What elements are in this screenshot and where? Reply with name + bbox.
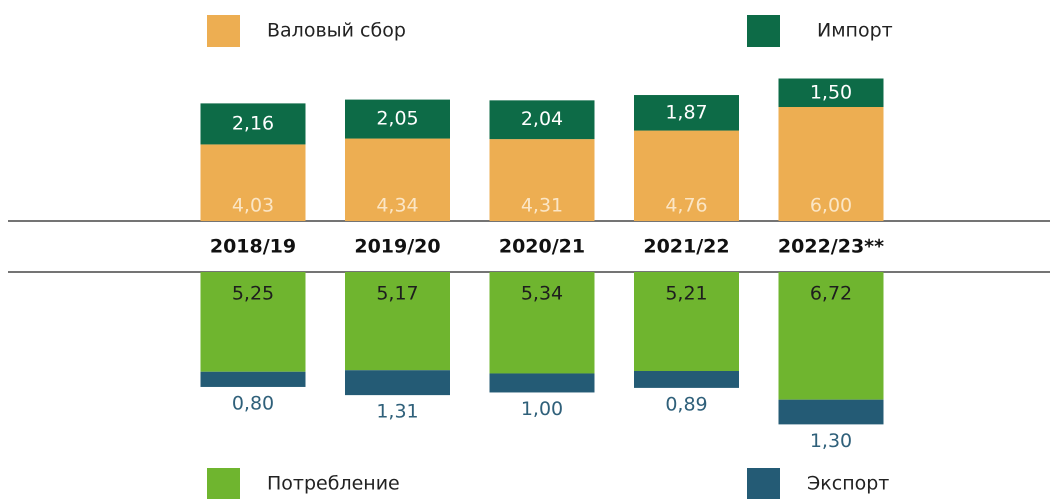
legend-label: Импорт: [817, 20, 893, 42]
legend-swatch: [207, 15, 240, 47]
bar-segment: [345, 370, 450, 396]
value-label: 1,00: [521, 398, 563, 420]
category-label: 2019/20: [354, 236, 440, 258]
value-label: 5,21: [665, 283, 707, 305]
bar-segment: [200, 371, 306, 387]
value-label: 1,50: [810, 81, 852, 103]
bar-segment: [200, 144, 306, 221]
bar-segment: [345, 272, 450, 371]
legend-label: Потребление: [267, 473, 400, 495]
value-label: 6,72: [810, 283, 852, 305]
bar-segment: [489, 100, 595, 140]
category-label: 2018/19: [210, 236, 296, 258]
legend-swatch: [747, 15, 780, 47]
value-label: 4,03: [232, 195, 274, 217]
value-label: 4,34: [376, 195, 418, 217]
category-label: 2021/22: [643, 236, 729, 258]
legend-swatch: [747, 468, 780, 500]
bar-segment: [634, 130, 739, 221]
bar-segment: [489, 272, 595, 374]
value-label: 2,05: [376, 108, 418, 130]
value-label: 5,17: [376, 283, 418, 305]
bar-segment: [634, 95, 739, 131]
bar-segment: [778, 107, 884, 221]
value-label: 0,89: [665, 393, 707, 415]
bar-segment: [200, 103, 306, 145]
value-label: 2,04: [521, 108, 563, 130]
value-label: 5,34: [521, 283, 563, 305]
value-label: 4,76: [665, 195, 707, 217]
bar-segment: [489, 139, 595, 221]
value-label: 5,25: [232, 283, 274, 305]
legend-swatch: [207, 468, 240, 500]
value-label: 1,30: [810, 430, 852, 452]
bar-segment: [345, 138, 450, 221]
legend-label: Экспорт: [807, 473, 889, 495]
bar-segment: [634, 370, 739, 388]
category-label: 2022/23**: [778, 236, 884, 258]
value-label: 1,31: [376, 401, 418, 423]
value-label: 4,31: [521, 195, 563, 217]
legend-label: Валовый сбор: [267, 20, 406, 42]
value-label: 6,00: [810, 195, 852, 217]
bar-segment: [634, 272, 739, 371]
value-label: 0,80: [232, 392, 274, 414]
bar-segment: [489, 373, 595, 393]
value-label: 1,87: [665, 101, 707, 123]
bar-segment: [778, 272, 884, 400]
bar-segment: [345, 99, 450, 139]
category-label: 2020/21: [499, 236, 585, 258]
value-label: 2,16: [232, 112, 274, 134]
bar-segment: [778, 78, 884, 107]
bar-segment: [200, 272, 306, 372]
bar-segment: [778, 399, 884, 425]
